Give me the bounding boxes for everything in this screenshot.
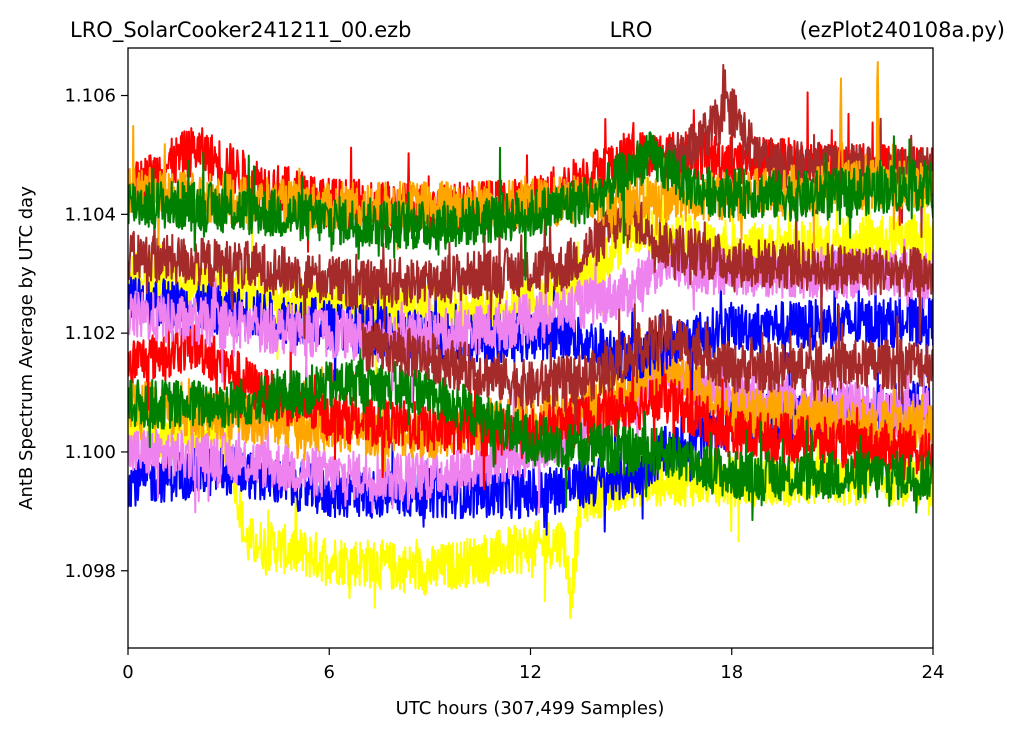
series-line-10 <box>128 192 933 342</box>
x-tick-label-2: 12 <box>519 662 542 683</box>
title-right: (ezPlot240108a.py) <box>800 18 1005 42</box>
y-tick-label-0: 1.098 <box>64 561 116 582</box>
x-axis-label: UTC hours (307,499 Samples) <box>396 698 665 719</box>
y-axis-label: AntB Spectrum Average by UTC day <box>16 186 37 510</box>
x-axis: 0 6 12 18 24 <box>122 648 944 683</box>
y-tick-label-4: 1.106 <box>64 86 116 107</box>
x-tick-label-4: 24 <box>922 662 945 683</box>
y-tick-label-1: 1.100 <box>64 442 116 463</box>
series-line-6 <box>128 346 933 522</box>
series-line-15 <box>128 131 933 281</box>
series-line-1 <box>128 404 933 620</box>
x-tick-label-3: 18 <box>720 662 743 683</box>
y-axis: 1.098 1.100 1.102 1.104 1.106 <box>64 86 128 582</box>
title-center: LRO <box>610 18 653 42</box>
y-tick-label-2: 1.102 <box>64 323 116 344</box>
y-tick-label-3: 1.104 <box>64 204 116 225</box>
series-line-11 <box>361 303 933 426</box>
series-layer <box>128 61 933 620</box>
x-tick-label-1: 6 <box>324 662 335 683</box>
title-left: LRO_SolarCooker241211_00.ezb <box>70 18 412 43</box>
x-tick-label-0: 0 <box>122 662 133 683</box>
